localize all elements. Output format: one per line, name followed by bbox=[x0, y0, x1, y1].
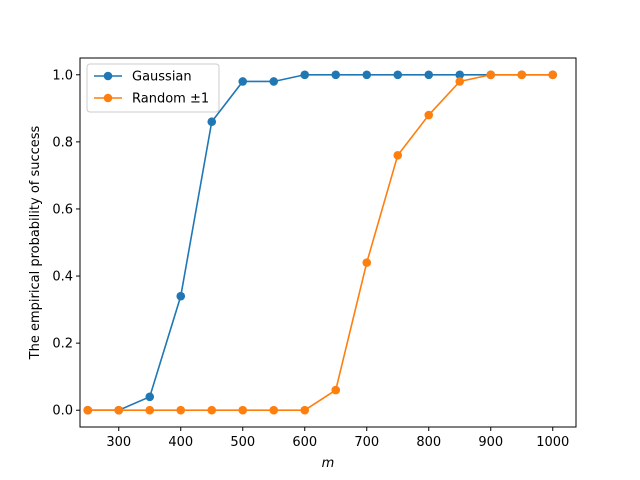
x-tick-label: 900 bbox=[478, 435, 503, 450]
data-point-series-0 bbox=[238, 77, 248, 86]
data-point-series-1 bbox=[83, 405, 93, 415]
data-point-series-1 bbox=[517, 70, 527, 80]
series-line-0 bbox=[87, 73, 553, 412]
axes-frame bbox=[79, 57, 577, 428]
data-point-series-0 bbox=[455, 70, 465, 80]
y-tick-label: 0.0 bbox=[52, 404, 73, 419]
data-point-series-1 bbox=[269, 405, 279, 415]
data-point-series-0 bbox=[207, 117, 217, 127]
data-point-series-0 bbox=[176, 291, 186, 301]
x-tick-label: 600 bbox=[292, 435, 317, 450]
data-point-series-1 bbox=[393, 150, 403, 160]
x-axis-label: m bbox=[322, 456, 335, 471]
legend: Gaussian Random ±1 bbox=[86, 63, 220, 113]
legend-label-0: Gaussian bbox=[132, 70, 192, 85]
data-point-series-1 bbox=[176, 405, 186, 415]
y-tick-label: 0.8 bbox=[52, 135, 73, 150]
plot-area bbox=[83, 70, 558, 415]
data-point-series-1 bbox=[455, 77, 465, 86]
data-point-series-0 bbox=[331, 70, 341, 80]
data-point-series-0 bbox=[393, 70, 403, 80]
data-point-series-0 bbox=[300, 70, 310, 80]
x-tick-label: 800 bbox=[416, 435, 441, 450]
data-point-series-1 bbox=[424, 110, 434, 120]
data-point-series-1 bbox=[362, 258, 372, 267]
data-point-series-1 bbox=[548, 70, 558, 80]
x-tick-label: 400 bbox=[168, 435, 193, 450]
legend-marker-0 bbox=[103, 71, 113, 81]
data-point-series-0 bbox=[145, 392, 155, 402]
y-tick-label: 0.6 bbox=[52, 202, 73, 217]
data-point-series-1 bbox=[114, 405, 124, 415]
data-point-series-0 bbox=[424, 70, 434, 80]
x-tick-label: 700 bbox=[354, 435, 379, 450]
legend-marker-1 bbox=[103, 93, 113, 103]
y-tick-label: 1.0 bbox=[52, 68, 73, 83]
ticks: 300 400 500 600 700 800 900 1000 0.0 0.2 0.4 0.6 0.8… bbox=[52, 68, 569, 450]
x-tick-label: 1000 bbox=[536, 435, 569, 450]
y-tick-label: 0.2 bbox=[52, 337, 73, 352]
data-point-series-1 bbox=[238, 405, 248, 415]
data-point-series-1 bbox=[145, 405, 155, 415]
data-point-series-0 bbox=[269, 77, 279, 86]
data-point-series-1 bbox=[331, 385, 341, 395]
data-point-series-0 bbox=[362, 70, 372, 80]
x-tick-label: 300 bbox=[106, 435, 131, 450]
data-point-series-1 bbox=[300, 405, 310, 415]
data-point-series-1 bbox=[207, 405, 217, 415]
x-tick-label: 500 bbox=[230, 435, 255, 450]
series-line-1 bbox=[87, 73, 553, 412]
data-point-series-1 bbox=[486, 70, 496, 80]
y-tick-label: 0.4 bbox=[52, 270, 73, 285]
y-axis-label: The empirical probability of success bbox=[28, 125, 43, 360]
legend-label-1: Random ±1 bbox=[132, 92, 209, 107]
